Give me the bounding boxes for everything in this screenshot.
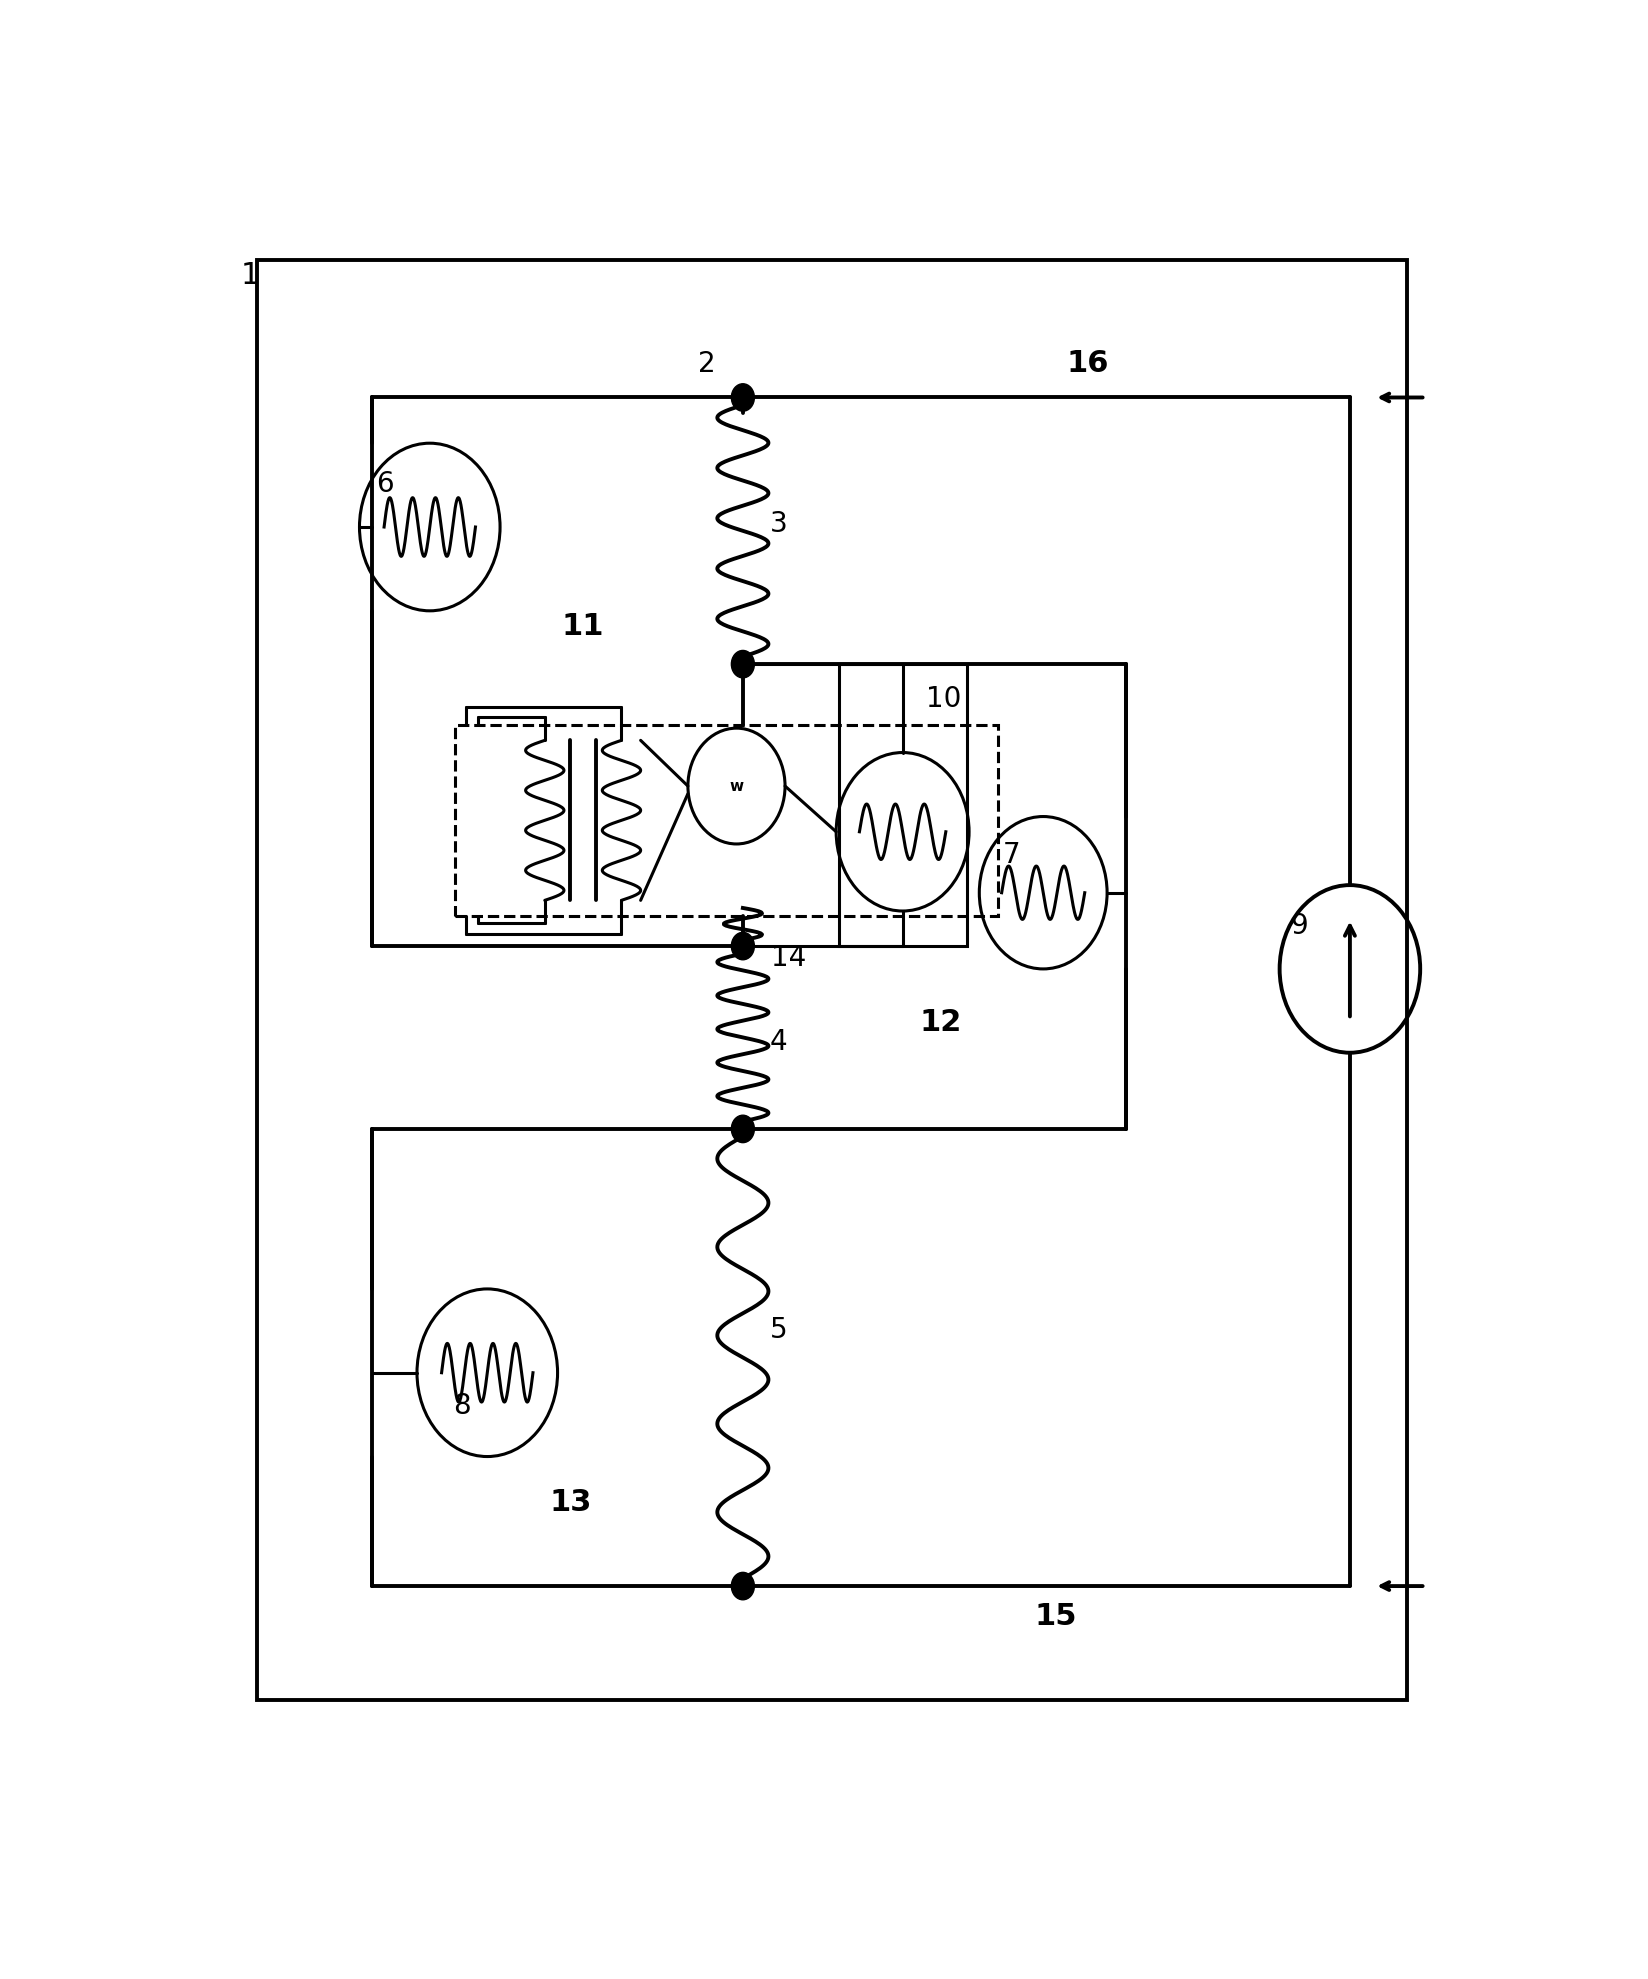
Text: 11: 11 (562, 612, 605, 641)
Text: 9: 9 (1289, 912, 1307, 940)
Text: 4: 4 (770, 1027, 788, 1057)
Circle shape (732, 932, 753, 960)
Text: 7: 7 (1002, 841, 1020, 869)
Text: 6: 6 (376, 471, 394, 499)
Text: 16: 16 (1066, 350, 1109, 378)
Text: 5: 5 (770, 1316, 788, 1344)
Bar (839, 665, 966, 946)
Circle shape (732, 1573, 753, 1599)
Text: 2: 2 (697, 350, 715, 378)
Text: 10: 10 (925, 685, 961, 712)
Bar (455, 724, 999, 916)
Text: 13: 13 (549, 1488, 592, 1516)
Circle shape (732, 651, 753, 679)
Text: 3: 3 (770, 511, 788, 538)
Text: 15: 15 (1033, 1603, 1076, 1631)
Text: 14: 14 (771, 944, 806, 972)
Text: 12: 12 (920, 1007, 961, 1037)
Text: 8: 8 (453, 1393, 470, 1421)
Circle shape (732, 384, 753, 412)
Circle shape (732, 1116, 753, 1142)
Text: w: w (728, 778, 743, 794)
Text: 1: 1 (241, 261, 260, 291)
